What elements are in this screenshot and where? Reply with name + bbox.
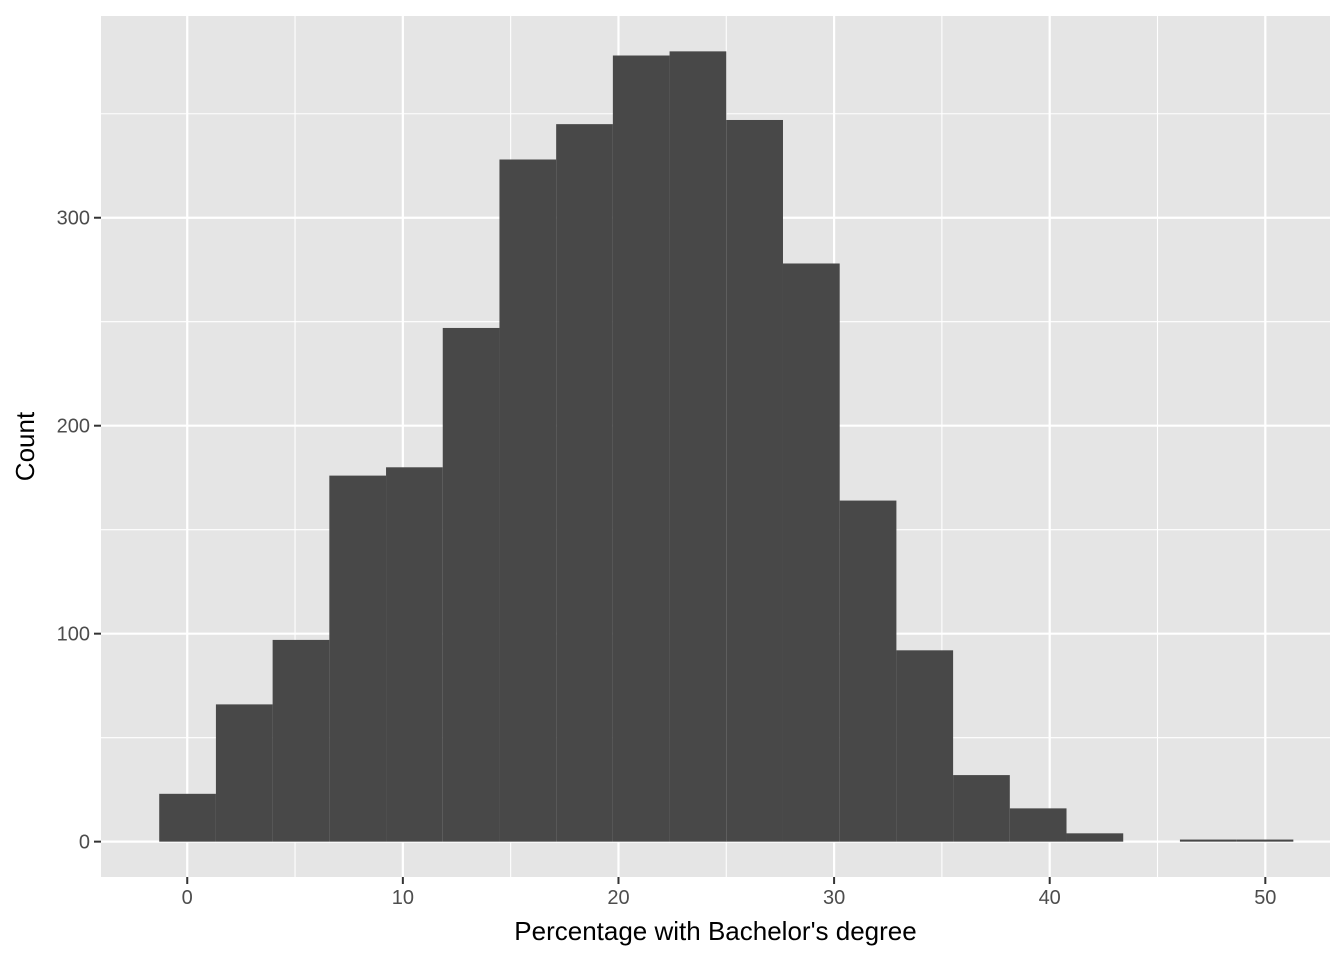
histogram-bar	[1009, 808, 1067, 842]
histogram-bar	[272, 639, 330, 842]
histogram-bar	[612, 55, 670, 842]
x-axis-title: Percentage with Bachelor's degree	[514, 916, 916, 946]
x-axis: 0 10 20 30 40 50	[182, 877, 1276, 909]
x-tick-label: 30	[823, 887, 845, 909]
histogram-bar	[896, 650, 954, 842]
y-tick-label: 300	[57, 208, 90, 230]
x-tick-label: 0	[182, 887, 193, 909]
histogram-bar	[556, 124, 613, 842]
histogram-bar	[726, 119, 783, 842]
histogram-bar	[159, 793, 216, 842]
y-axis-title: Count	[10, 411, 40, 481]
x-tick-label: 20	[607, 887, 629, 909]
histogram-bar	[442, 327, 500, 842]
x-tick-label: 50	[1254, 887, 1276, 909]
histogram-bar	[329, 475, 387, 842]
histogram-bar	[1179, 839, 1237, 842]
y-tick-label: 0	[79, 832, 90, 854]
x-tick-label: 10	[392, 887, 414, 909]
histogram-bar	[1066, 833, 1124, 842]
histogram-bar	[1236, 839, 1294, 842]
y-axis: 0 100 200 300	[57, 208, 101, 854]
y-tick-label: 100	[57, 624, 90, 646]
histogram-bars	[159, 51, 1294, 842]
y-tick-label: 200	[57, 416, 90, 438]
histogram-bar	[215, 704, 273, 842]
histogram-bar	[953, 775, 1010, 842]
histogram-bar	[839, 500, 897, 842]
histogram-bar	[782, 263, 840, 842]
histogram-bar	[669, 51, 727, 842]
x-tick-label: 40	[1039, 887, 1061, 909]
histogram-bar	[386, 467, 443, 842]
histogram-bar	[499, 159, 557, 842]
